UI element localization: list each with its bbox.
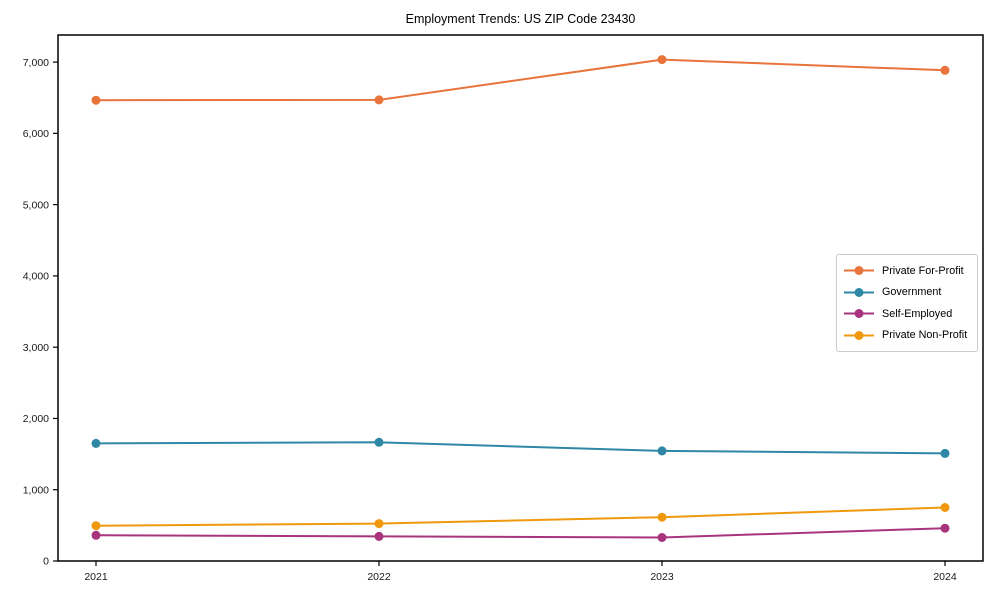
legend-item-government: Government [844,282,970,304]
x-tick-label: 2021 [84,571,108,583]
y-tick-label: 5,000 [23,199,49,211]
series-line [95,527,946,539]
data-point [374,437,384,447]
data-point [940,448,950,458]
line-marker-icon [844,309,874,319]
data-point [91,438,101,448]
chart-title: Employment Trends: US ZIP Code 23430 [405,12,636,26]
series-line [95,441,946,455]
data-point [940,503,950,512]
data-point [657,533,667,542]
data-point [657,55,667,65]
y-tick-label: 3,000 [23,342,49,354]
y-tick-label: 4,000 [23,271,49,283]
line-marker-icon [844,266,874,276]
legend-item-private-non-profit: Private Non-Profit [844,325,970,347]
data-point [657,446,667,456]
series-line [95,506,946,527]
data-point [91,95,101,105]
data-point [940,523,950,533]
x-tick-label: 2023 [650,571,674,583]
legend: Private For-Profit Government Self-Emplo… [836,254,978,352]
data-point [657,512,667,522]
series-line [95,58,946,102]
y-tick-label: 2,000 [23,413,49,425]
legend-item-self-employed: Self-Employed [844,303,970,325]
legend-label: Self-Employed [882,307,953,320]
line-marker-icon [844,330,874,340]
data-point [91,521,101,531]
data-point [374,519,384,529]
data-point [374,95,384,105]
axes-box [57,34,984,562]
data-point [91,530,101,540]
line-marker-icon [844,287,874,297]
data-point [940,65,950,75]
x-tick-label: 2022 [367,571,391,583]
y-tick-label: 7,000 [23,57,49,69]
legend-label: Private For-Profit [882,264,964,277]
legend-label: Private Non-Profit [882,329,968,342]
y-tick-label: 0 [43,556,49,568]
legend-item-private-for-profit: Private For-Profit [844,260,970,282]
x-tick-label: 2024 [933,571,957,583]
data-point [374,531,384,541]
y-tick-label: 6,000 [23,128,49,140]
y-tick-label: 1,000 [23,484,49,496]
legend-label: Government [882,286,942,299]
